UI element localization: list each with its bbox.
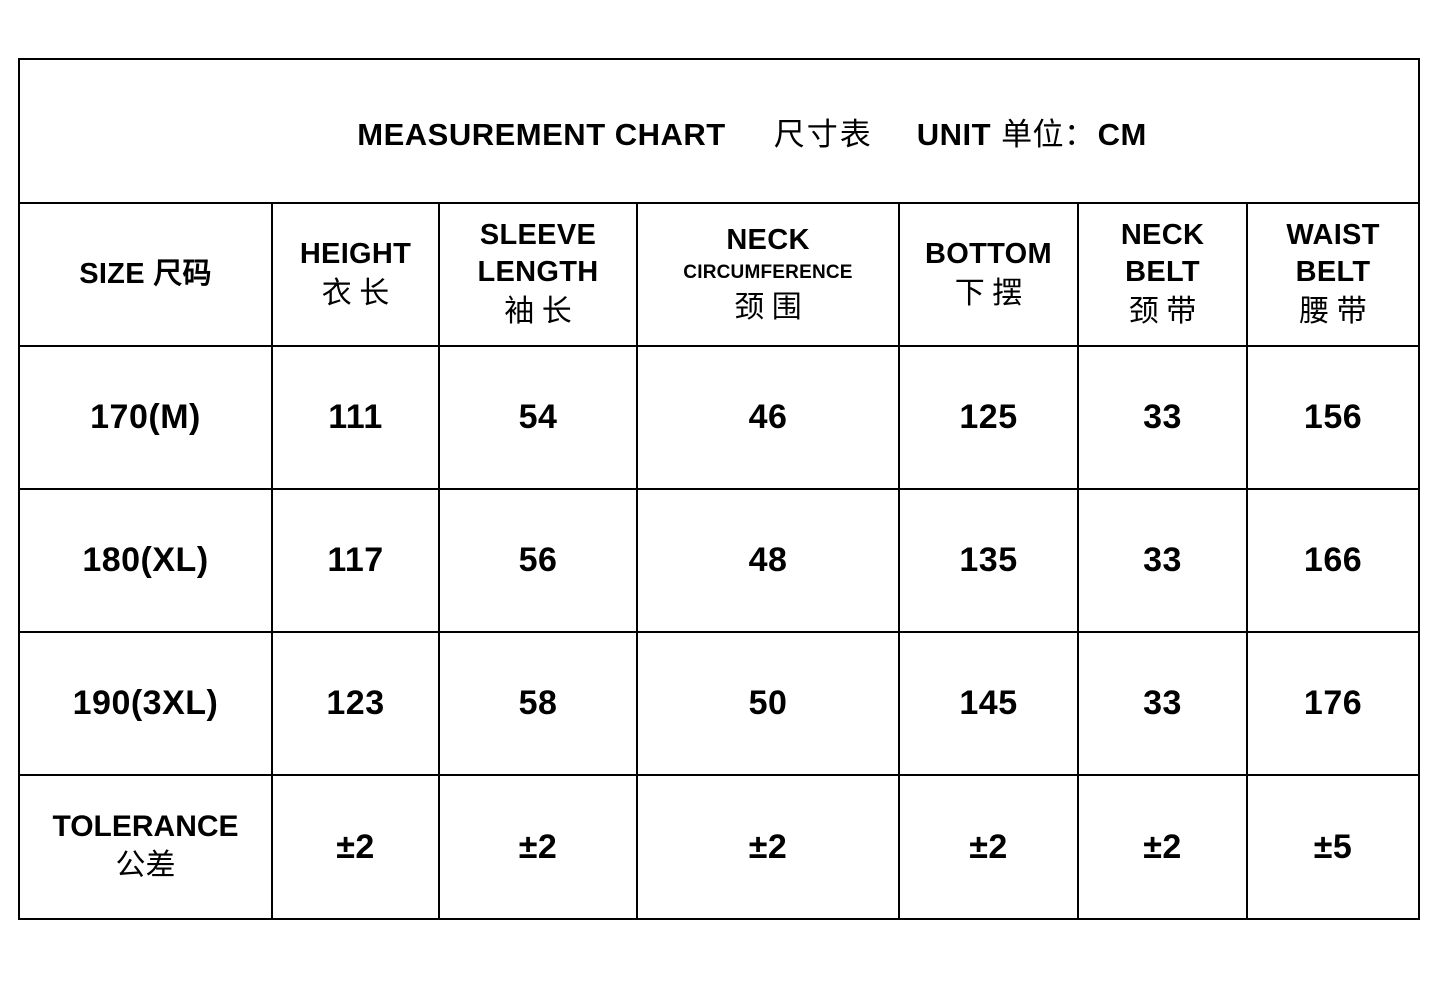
- header-bottom-zh: 下 摆: [954, 276, 1023, 310]
- header-neckbelt-en2: BELT: [1125, 256, 1200, 288]
- header-waistbelt-zh: 腰 带: [1299, 295, 1367, 328]
- title-text-en: MEASUREMENT CHART: [357, 116, 726, 152]
- measurement-value-bottom: 145: [898, 631, 1079, 776]
- tolerance-value-sleeve: ±2: [438, 774, 638, 920]
- measurement-value-sleeve: 56: [438, 488, 638, 633]
- tolerance-value-height: ±2: [271, 774, 440, 920]
- measurement-value-neck: 48: [636, 488, 900, 633]
- title-row: MEASUREMENT CHART 尺寸表 UNIT 单位：CM: [17, 58, 1421, 204]
- tolerance-row: TOLERANCE 公差 ±2 ±2 ±2 ±2 ±2 ±5: [18, 774, 1421, 920]
- measurement-value-waist-belt: 156: [1245, 345, 1421, 490]
- header-cell-neck-belt: NECK BELT 颈 带: [1077, 202, 1248, 347]
- size-label: 180(XL): [18, 488, 273, 633]
- table-row-190-3xl: 190(3XL) 123 58 50 145 33 176: [18, 631, 1421, 776]
- header-neck-zh: 颈 围: [734, 290, 802, 324]
- measurement-value-waist-belt: 166: [1245, 488, 1421, 633]
- header-neck-en1: NECK: [726, 223, 810, 256]
- unit-value: CM: [1097, 116, 1147, 152]
- header-cell-bottom: BOTTOM 下 摆: [898, 202, 1079, 347]
- header-height-en: HEIGHT: [299, 237, 412, 270]
- measurement-value-neck-belt: 33: [1077, 631, 1248, 776]
- measurement-value-sleeve: 54: [438, 345, 638, 490]
- header-sleeve-zh: 袖 长: [504, 295, 572, 328]
- table-row-180xl: 180(XL) 117 56 48 135 33 166: [18, 488, 1421, 633]
- header-cell-height: HEIGHT 衣 长: [271, 202, 440, 347]
- header-waistbelt-en2: BELT: [1295, 256, 1371, 288]
- measurement-value-height: 111: [271, 345, 440, 490]
- measurement-value-height: 117: [271, 488, 440, 633]
- size-label: 170(M): [18, 345, 273, 490]
- header-neck-en2: CIRCUMFERENCE: [683, 261, 853, 283]
- tolerance-value-neck: ±2: [636, 774, 900, 920]
- header-height-zh: 衣 长: [321, 276, 390, 310]
- header-sleeve-en1: SLEEVE: [479, 219, 597, 251]
- header-size-label: SIZE 尺码: [79, 258, 212, 290]
- measurement-value-height: 123: [271, 631, 440, 776]
- measurement-value-bottom: 125: [898, 345, 1079, 490]
- size-label: 190(3XL): [18, 631, 273, 776]
- page-title: MEASUREMENT CHART 尺寸表 UNIT 单位：CM: [21, 109, 1417, 154]
- header-neckbelt-en1: NECK: [1120, 219, 1205, 251]
- tolerance-value-neck-belt: ±2: [1077, 774, 1248, 920]
- measurement-value-neck-belt: 33: [1077, 488, 1248, 633]
- tolerance-label-en: TOLERANCE: [52, 810, 239, 843]
- title-text-zh: 尺寸表: [773, 116, 873, 152]
- header-cell-waist-belt: WAIST BELT 腰 带: [1245, 202, 1421, 347]
- header-cell-size: SIZE 尺码: [18, 202, 273, 347]
- unit-label-en: UNIT: [916, 116, 992, 152]
- header-bottom-en: BOTTOM: [925, 237, 1052, 270]
- header-cell-neck-circumference: NECK CIRCUMFERENCE 颈 围: [636, 202, 900, 347]
- tolerance-label-zh: 公差: [115, 849, 176, 882]
- header-waistbelt-en1: WAIST: [1286, 219, 1380, 251]
- measurement-value-waist-belt: 176: [1245, 631, 1421, 776]
- measurement-value-neck: 46: [636, 345, 900, 490]
- measurement-value-neck: 50: [636, 631, 900, 776]
- tolerance-value-bottom: ±2: [898, 774, 1079, 920]
- header-neckbelt-zh: 颈 带: [1128, 295, 1197, 328]
- header-cell-sleeve-length: SLEEVE LENGTH 袖 长: [438, 202, 638, 347]
- measurement-table: MEASUREMENT CHART 尺寸表 UNIT 单位：CM SIZE 尺码 HE…: [17, 58, 1421, 920]
- tolerance-value-waist-belt: ±5: [1245, 774, 1421, 920]
- header-row: SIZE 尺码 HEIGHT 衣 长 SLEEVE LENGTH 袖 长 NEC…: [18, 202, 1421, 347]
- title-cell: MEASUREMENT CHART 尺寸表 UNIT 单位：CM: [17, 58, 1421, 204]
- table-row-170m: 170(M) 111 54 46 125 33 156: [18, 345, 1421, 490]
- measurement-value-neck-belt: 33: [1077, 345, 1248, 490]
- tolerance-label-cell: TOLERANCE 公差: [18, 774, 273, 920]
- measurement-value-bottom: 135: [898, 488, 1079, 633]
- unit-label-zh: 单位：: [1001, 116, 1096, 152]
- header-sleeve-en2: LENGTH: [477, 256, 599, 288]
- measurement-value-sleeve: 58: [438, 631, 638, 776]
